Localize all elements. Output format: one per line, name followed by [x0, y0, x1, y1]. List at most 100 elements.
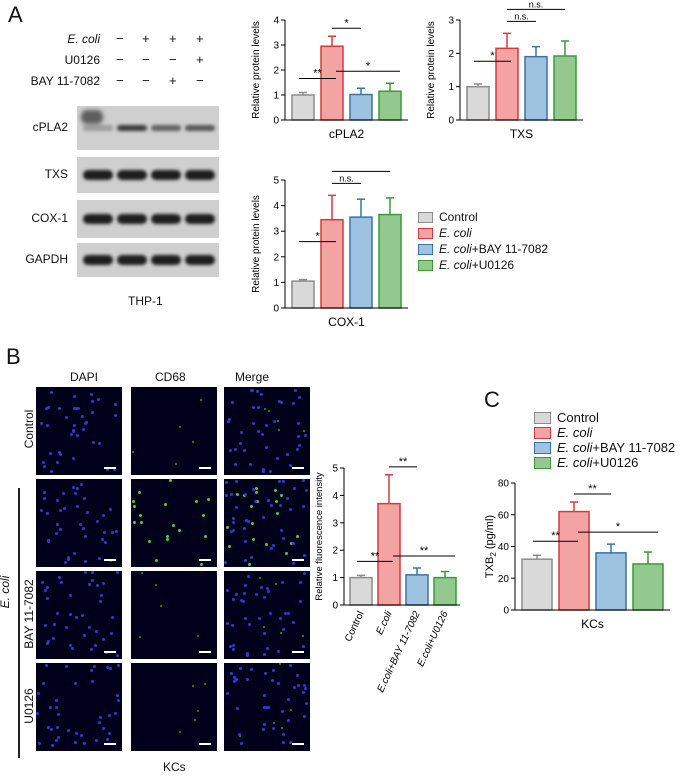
nucleus-dot	[279, 503, 283, 507]
cd68-dot	[302, 430, 305, 433]
nucleus-dot	[261, 468, 265, 472]
nucleus-dot	[239, 442, 243, 446]
nucleus-dot	[52, 623, 56, 627]
nucleus-dot	[297, 395, 301, 399]
bar	[378, 213, 402, 309]
nucleus-dot	[41, 681, 45, 685]
nucleus-dot	[234, 448, 238, 452]
col-label-merge: Merge	[235, 370, 270, 384]
nucleus-dot	[231, 623, 235, 627]
nucleus-dot	[282, 627, 286, 631]
y-tick-label: 3	[273, 41, 279, 52]
significance-label: **	[313, 68, 322, 80]
nucleus-dot	[116, 571, 120, 575]
chart-fluorescence: 0 1 2 3 4 5 Relative fluorescence intensity ** *…	[314, 456, 460, 694]
nucleus-dot	[240, 741, 244, 745]
nucleus-dot	[264, 706, 268, 710]
cd68-dot	[301, 634, 304, 637]
nucleus-dot	[243, 449, 247, 453]
cd68-dot	[275, 512, 279, 516]
nucleus-dot	[57, 406, 61, 410]
x-axis-label: TXS	[510, 127, 533, 141]
micrograph	[224, 387, 310, 475]
nucleus-dot	[111, 531, 115, 535]
nucleus-dot	[231, 520, 235, 524]
bar	[558, 510, 590, 611]
nucleus-dot	[262, 470, 266, 474]
nucleus-dot	[96, 520, 100, 524]
nucleus-dot	[117, 698, 121, 702]
cd68-dot	[289, 708, 292, 711]
cd68-dot	[236, 493, 240, 497]
nucleus-dot	[302, 644, 306, 648]
nucleus-dot	[285, 452, 289, 456]
nucleus-dot	[260, 585, 264, 589]
nucleus-dot	[50, 727, 53, 731]
nucleus-dot	[116, 693, 120, 697]
cd68-dot	[171, 523, 175, 527]
nucleus-dot	[234, 678, 238, 682]
cd68-dot	[255, 491, 258, 495]
condition-sign: −	[116, 31, 124, 46]
nucleus-dot	[68, 644, 72, 648]
bar	[553, 55, 577, 121]
nucleus-dot	[108, 714, 112, 718]
cd68-dot	[195, 500, 199, 504]
nucleus-dot	[230, 672, 234, 676]
cd68-dot	[131, 450, 134, 453]
nucleus-dot	[272, 668, 276, 672]
y-tick-label: 3	[448, 16, 454, 27]
cd68-dot	[154, 584, 157, 587]
y-tick-label: 3	[332, 518, 338, 529]
scale-bar	[104, 467, 116, 469]
nucleus-dot	[89, 393, 93, 397]
cd68-dot	[155, 558, 159, 562]
blot-band	[185, 170, 215, 180]
nucleus-dot	[74, 615, 78, 619]
condition-sign: −	[196, 73, 204, 88]
nucleus-dot	[43, 490, 47, 494]
bar	[320, 218, 344, 309]
nucleus-dot	[296, 421, 300, 425]
nucleus-dot	[90, 571, 94, 575]
nucleus-dot	[276, 649, 280, 653]
nucleus-dot	[262, 705, 266, 709]
nucleus-dot	[91, 441, 95, 445]
y-tick-label: 0	[332, 601, 338, 612]
nucleus-dot	[114, 414, 118, 418]
nucleus-dot	[71, 457, 75, 461]
nucleus-dot	[249, 463, 253, 467]
cd68-dot	[279, 631, 282, 634]
nucleus-dot	[230, 529, 234, 533]
nucleus-dot	[39, 421, 43, 425]
nucleus-dot	[46, 639, 50, 643]
cd68-dot	[255, 486, 259, 490]
nucleus-dot	[286, 496, 290, 500]
nucleus-dot	[64, 664, 68, 668]
cd68-dot	[166, 537, 170, 541]
legend-swatch	[418, 244, 433, 255]
nucleus-dot	[303, 683, 307, 687]
nucleus-dot	[264, 446, 268, 450]
nucleus-dot	[231, 597, 235, 601]
nucleus-dot	[103, 541, 107, 545]
blot-image	[77, 200, 219, 238]
nucleus-dot	[55, 461, 59, 465]
cd68-dot	[227, 545, 231, 549]
condition-sign: −	[169, 52, 177, 67]
nucleus-dot	[107, 732, 111, 736]
nucleus-dot	[251, 389, 255, 393]
nucleus-dot	[247, 623, 251, 627]
y-axis-label: Relative protein levels	[251, 195, 262, 293]
nucleus-dot	[91, 400, 95, 404]
nucleus-dot	[114, 530, 118, 534]
cd68-dot	[141, 572, 144, 575]
bar	[595, 552, 627, 611]
nucleus-dot	[73, 682, 77, 686]
nucleus-dot	[246, 651, 250, 655]
nucleus-dot	[292, 621, 296, 625]
nucleus-dot	[114, 711, 118, 715]
nucleus-dot	[88, 626, 92, 629]
cd68-dot	[204, 535, 208, 539]
